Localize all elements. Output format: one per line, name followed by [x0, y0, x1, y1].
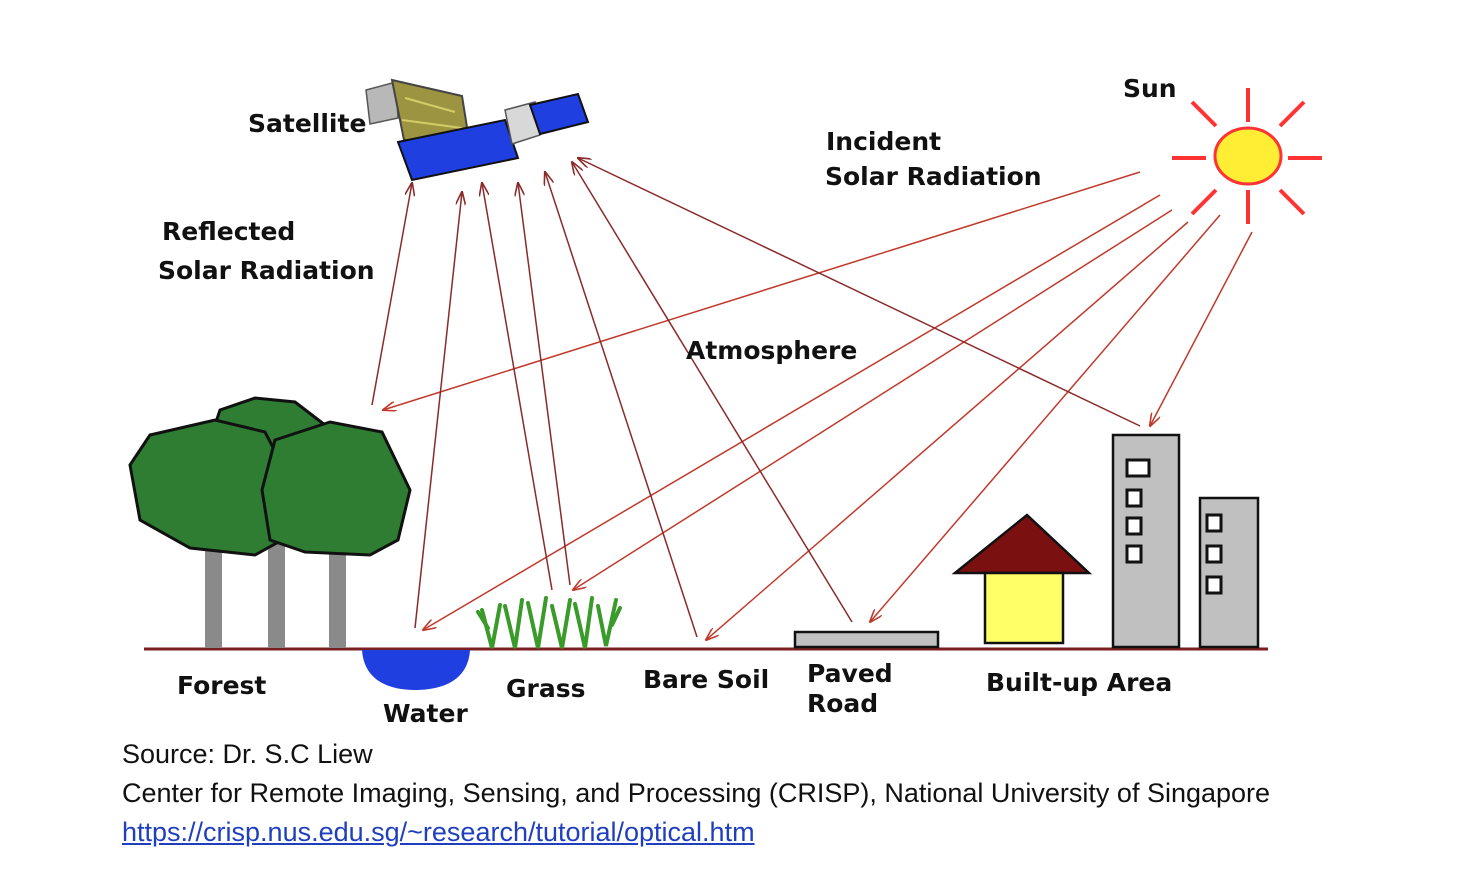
- grass-icon: [476, 596, 622, 649]
- built-up-area-label: Built-up Area: [986, 668, 1172, 697]
- reflected-arrow-forest: [371, 183, 412, 406]
- incident-label-line2: Solar Radiation: [825, 162, 1042, 191]
- incident-arrow-forest: [383, 171, 1141, 410]
- forest-label: Forest: [177, 671, 266, 700]
- incident-arrow-grass: [573, 209, 1173, 590]
- tall-building-icon: [1111, 433, 1181, 649]
- satellite-icon: [365, 78, 590, 182]
- bare-soil-label: Bare Soil: [643, 665, 769, 694]
- center-credit: Center for Remote Imaging, Sensing, and …: [122, 778, 1271, 808]
- source-credit: Source: Dr. S.C Liew: [122, 739, 373, 769]
- water-label: Water: [383, 699, 468, 728]
- source-link[interactable]: https://crisp.nus.edu.sg/~research/tutor…: [122, 817, 755, 847]
- incident-label-line1: Incident: [826, 127, 941, 156]
- house-icon: [951, 513, 1093, 645]
- reflected-arrow-built-up: [578, 158, 1141, 427]
- satellite-label: Satellite: [248, 109, 366, 138]
- paved-road-label-line2: Road: [807, 689, 878, 718]
- reflected-arrow-water: [414, 192, 462, 629]
- incident-arrow-bare-soil: [706, 221, 1189, 640]
- paved-road-icon: [793, 630, 940, 649]
- reflected-label-line1: Reflected: [162, 217, 295, 246]
- reflected-arrow-grass-2: [518, 183, 571, 586]
- reflected-arrows: [371, 158, 1141, 638]
- atmosphere-label: Atmosphere: [686, 336, 857, 365]
- reflected-arrow-bare-soil: [545, 172, 698, 638]
- water-icon: [362, 650, 470, 690]
- reflected-arrow-grass: [482, 183, 553, 591]
- reflected-label-line2: Solar Radiation: [158, 256, 375, 285]
- forest-icon: [128, 396, 412, 648]
- short-building-icon: [1198, 496, 1260, 649]
- incident-arrow-built-up: [1150, 231, 1253, 426]
- sun-icon: [1172, 88, 1322, 224]
- grass-label: Grass: [506, 674, 585, 703]
- paved-road-label-line1: Paved: [807, 659, 893, 688]
- sun-label: Sun: [1123, 74, 1177, 103]
- incident-arrow-paved-road: [870, 214, 1221, 622]
- reflected-arrow-paved-road: [572, 162, 853, 623]
